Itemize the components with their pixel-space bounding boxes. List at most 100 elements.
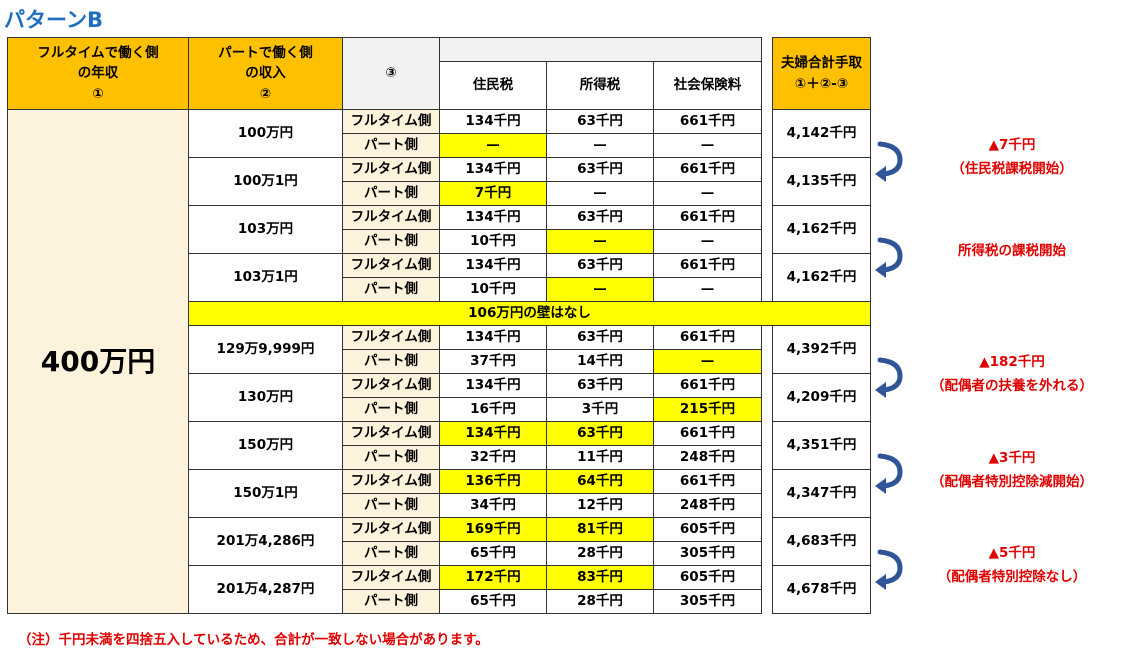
tax-cell: 83千円 [546,565,654,590]
annotation-line1: ▲7千円 [988,137,1036,153]
row-label-full: フルタイム側 [342,109,440,134]
tax-cell: 661千円 [653,469,762,494]
tax-cell: — [439,133,547,158]
row-label-part: パート側 [342,589,440,614]
part-income-7: 150万1円 [188,469,343,518]
household-total-6: 4,351千円 [772,421,871,470]
tax-cell: 661千円 [653,253,762,278]
header-deduction: ③ [342,37,440,110]
tax-cell: 64千円 [546,469,654,494]
header-income-tax: 所得税 [546,61,654,110]
curved-arrow-icon [875,549,903,590]
tax-cell: 172千円 [439,565,547,590]
household-total-3: 4,162千円 [772,253,871,302]
household-total-1: 4,135千円 [772,157,871,206]
tax-cell: 169千円 [439,517,547,542]
tax-cell: 65千円 [439,589,547,614]
household-total-8: 4,683千円 [772,517,871,566]
annotation-line1: ▲5千円 [988,545,1036,561]
tax-cell: 3千円 [546,397,654,422]
tax-cell: 134千円 [439,253,547,278]
annotation-line2: （住民税課税開始） [951,160,1073,177]
part-income-5: 130万円 [188,373,343,422]
tax-cell: 215千円 [653,397,762,422]
annotation-0: ▲7千円 （住民税課税開始） [912,134,1112,181]
row-label-full: フルタイム側 [342,253,440,278]
fulltime-income-value: 400万円 [7,109,189,614]
row-label-part: パート側 [342,133,440,158]
tax-cell: 134千円 [439,373,547,398]
part-income-2: 103万円 [188,205,343,254]
part-income-6: 150万円 [188,421,343,470]
annotation-line1: ▲3千円 [988,450,1036,466]
curved-arrow-icon [875,357,903,398]
header-fulltime-income: フルタイムで働く側 の年収 ① [7,37,189,110]
tax-cell: 28千円 [546,541,654,566]
tax-cell: 12千円 [546,493,654,518]
tax-cell: 661千円 [653,421,762,446]
tax-cell: 605千円 [653,565,762,590]
tax-cell: 65千円 [439,541,547,566]
header-social-insurance: 社会保険料 [653,61,762,110]
tax-cell: 63千円 [546,325,654,350]
row-label-part: パート側 [342,349,440,374]
tax-cell: 7千円 [439,181,547,206]
row-label-full: フルタイム側 [342,421,440,446]
household-total-5: 4,209千円 [772,373,871,422]
tax-cell: 63千円 [546,373,654,398]
tax-cell: 605千円 [653,517,762,542]
row-label-part: パート側 [342,445,440,470]
tax-cell: 134千円 [439,325,547,350]
tax-cell: — [653,181,762,206]
annotation-3: ▲3千円 （配偶者特別控除減開始） [912,447,1112,494]
curved-arrow-icon [875,141,903,182]
tax-cell: — [546,277,654,302]
row-label-full: フルタイム側 [342,205,440,230]
tax-cell: 63千円 [546,205,654,230]
header-deduction-top [439,37,762,62]
row-label-full: フルタイム側 [342,373,440,398]
tax-cell: 63千円 [546,157,654,182]
row-label-part: パート側 [342,397,440,422]
part-income-8: 201万4,286円 [188,517,343,566]
household-total-0: 4,142千円 [772,109,871,158]
part-income-4: 129万9,999円 [188,325,343,374]
household-total-4: 4,392千円 [772,325,871,374]
tax-cell: 16千円 [439,397,547,422]
household-total-7: 4,347千円 [772,469,871,518]
annotation-2: ▲182千円 （配偶者の扶養を外れる） [912,351,1112,398]
part-income-9: 201万4,287円 [188,565,343,614]
annotation-line1: ▲182千円 [979,354,1045,370]
row-label-part: パート側 [342,229,440,254]
annotation-line2: （配偶者の扶養を外れる） [931,377,1093,394]
header-household-net: 夫婦合計手取 ①＋②-③ [772,37,871,110]
row-label-full: フルタイム側 [342,157,440,182]
tax-cell: 37千円 [439,349,547,374]
page-title: パターンB [4,8,103,32]
tax-cell: 11千円 [546,445,654,470]
tax-cell: 136千円 [439,469,547,494]
banner-106: 106万円の壁はなし [188,301,871,326]
tax-cell: 81千円 [546,517,654,542]
household-total-9: 4,678千円 [772,565,871,614]
tax-cell: 63千円 [546,109,654,134]
annotation-line2: （配偶者特別控除なし） [937,568,1087,585]
tax-cell: 661千円 [653,373,762,398]
annotation-line2: （配偶者特別控除減開始） [931,473,1093,490]
tax-cell: 305千円 [653,589,762,614]
part-income-1: 100万1円 [188,157,343,206]
tax-cell: 661千円 [653,205,762,230]
household-total-2: 4,162千円 [772,205,871,254]
tax-cell: 134千円 [439,157,547,182]
tax-cell: 63千円 [546,421,654,446]
tax-cell: — [653,277,762,302]
tax-cell: 63千円 [546,253,654,278]
tax-cell: 134千円 [439,205,547,230]
tax-cell: 248千円 [653,445,762,470]
tax-cell: 10千円 [439,277,547,302]
header-part-income: パートで働く側 の収入 ② [188,37,343,110]
tax-cell: — [546,181,654,206]
tax-cell: — [653,349,762,374]
row-label-full: フルタイム側 [342,517,440,542]
tax-cell: 305千円 [653,541,762,566]
